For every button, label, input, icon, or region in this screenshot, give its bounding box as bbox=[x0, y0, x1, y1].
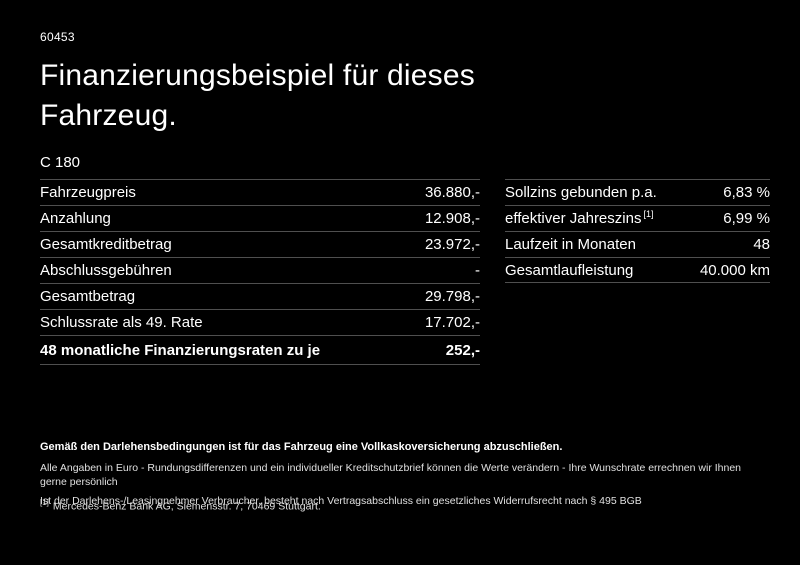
footnote: [1] Mercedes-Benz Bank AG, Siemensstr. 7,… bbox=[40, 498, 321, 513]
row-label: effektiver Jahreszins [1] bbox=[505, 209, 663, 228]
page-id: 60453 bbox=[40, 30, 75, 44]
row-value: 48 bbox=[753, 236, 770, 253]
row-value: 12.908,- bbox=[424, 210, 480, 227]
financing-table-right: Sollzins gebunden p.a. 6,83 % effektiver… bbox=[505, 179, 770, 283]
table-row: Abschlussgebühren - bbox=[40, 257, 480, 283]
row-value: 6,83 % bbox=[723, 184, 770, 201]
table-row-monthly-rate: 48 monatliche Finanzierungsraten zu je 2… bbox=[40, 335, 480, 365]
vehicle-model: C 180 bbox=[40, 154, 81, 171]
row-label: Gesamtlaufleistung bbox=[505, 261, 634, 279]
page-title-line-1: Finanzierungsbeispiel für dieses bbox=[40, 59, 475, 92]
row-label: 48 monatliche Finanzierungsraten zu je bbox=[40, 341, 321, 359]
row-value: 29.798,- bbox=[424, 288, 480, 305]
row-label: Anzahlung bbox=[40, 210, 111, 227]
row-label: Gesamtbetrag bbox=[40, 288, 136, 305]
row-value: 6,99 % bbox=[723, 210, 770, 227]
footer-disclaimer-1: Alle Angaben in Euro - Rundungsdifferenz… bbox=[40, 462, 742, 488]
row-value: 17.702,- bbox=[424, 314, 480, 331]
row-value: 252,- bbox=[445, 341, 480, 359]
row-label: Laufzeit in Monaten bbox=[505, 236, 636, 253]
table-row: Anzahlung 12.908,- bbox=[40, 205, 480, 231]
footer-disclaimer-2: Ist der Darlehens-/Leasingnehmer Verbrau… bbox=[40, 495, 642, 507]
page-title-line-2: Fahrzeug. bbox=[40, 99, 177, 132]
table-row: Schlussrate als 49. Rate 17.702,- bbox=[40, 309, 480, 335]
row-label: Fahrzeugpreis bbox=[40, 184, 136, 201]
footnote-text: Mercedes-Benz Bank AG, Siemensstr. 7, 70… bbox=[52, 500, 321, 513]
page-title: Finanzierungsbeispiel für dieses Fahrzeu… bbox=[40, 56, 475, 136]
table-row: Gesamtlaufleistung 40.000 km bbox=[505, 257, 770, 283]
table-row: Laufzeit in Monaten 48 bbox=[505, 231, 770, 257]
row-label: Gesamtkreditbetrag bbox=[40, 236, 172, 253]
table-row: Fahrzeugpreis 36.880,- bbox=[40, 179, 480, 205]
row-label: Abschlussgebühren bbox=[40, 262, 172, 279]
row-value: 36.880,- bbox=[424, 184, 480, 201]
row-value: 23.972,- bbox=[424, 236, 480, 253]
row-value: 40.000 km bbox=[699, 261, 770, 279]
table-row: Gesamtkreditbetrag 23.972,- bbox=[40, 231, 480, 257]
footer: Gemäß den Darlehensbedingungen ist für d… bbox=[40, 441, 770, 513]
footnote-marker: [1] bbox=[40, 498, 49, 507]
footnote-reference: [1] bbox=[643, 209, 654, 219]
row-label: Sollzins gebunden p.a. bbox=[505, 184, 657, 201]
row-label: Schlussrate als 49. Rate bbox=[40, 314, 203, 331]
table-row: effektiver Jahreszins [1] 6,99 % bbox=[505, 205, 770, 231]
footer-insurance-note: Gemäß den Darlehensbedingungen ist für d… bbox=[40, 441, 563, 453]
financing-table-left: Fahrzeugpreis 36.880,- Anzahlung 12.908,… bbox=[40, 179, 480, 365]
table-row: Gesamtbetrag 29.798,- bbox=[40, 283, 480, 309]
table-row: Sollzins gebunden p.a. 6,83 % bbox=[505, 179, 770, 205]
row-label-text: effektiver Jahreszins bbox=[505, 210, 642, 227]
row-value: - bbox=[475, 262, 480, 279]
